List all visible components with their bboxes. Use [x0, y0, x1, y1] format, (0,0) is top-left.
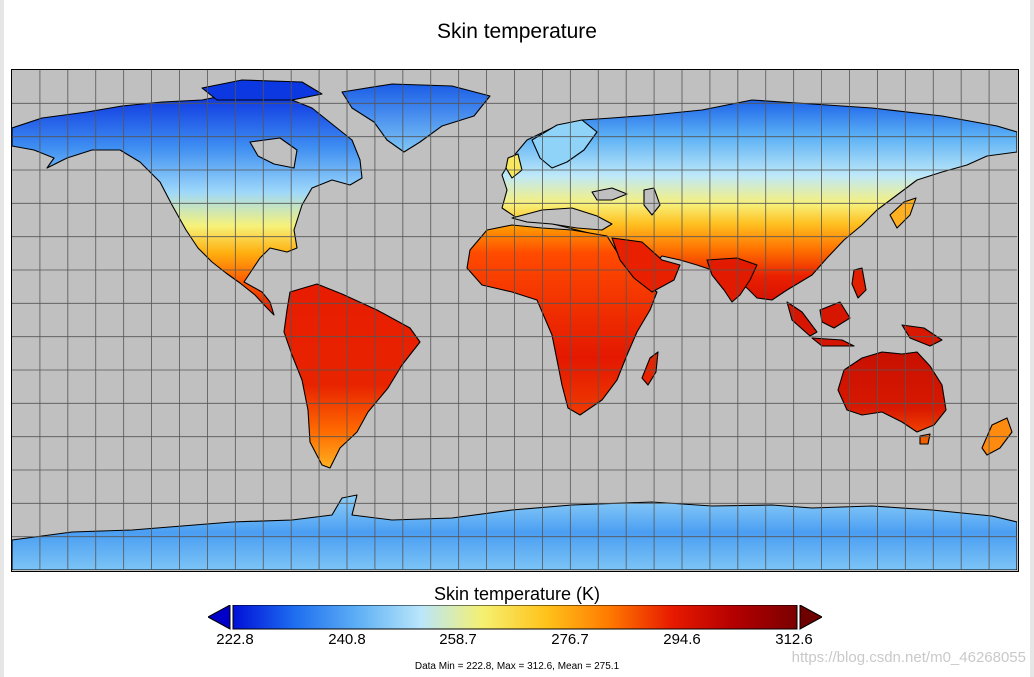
great-britain [505, 153, 523, 179]
colorbar-tick-label: 276.7 [551, 631, 589, 648]
scandinavia [531, 119, 598, 169]
arabian-peninsula [611, 237, 681, 293]
colorbar-gradient [232, 605, 798, 630]
philippines [851, 267, 867, 299]
indonesia-java [811, 337, 855, 347]
colorbar-tick-label: 258.7 [439, 631, 477, 648]
right-window-edge [1030, 0, 1034, 677]
colorbar-title: Skin temperature (K) [433, 584, 601, 604]
japan [889, 197, 917, 229]
india [706, 257, 758, 303]
mediterranean-sea [511, 207, 613, 231]
australia [837, 351, 947, 433]
new-guinea [901, 324, 943, 347]
hudson-bay [249, 137, 298, 169]
left-window-edge [0, 0, 4, 677]
map-title: Skin temperature [437, 20, 597, 43]
colorbar-tick-label: 240.8 [328, 631, 366, 648]
data-statistics: Data Min = 222.8, Max = 312.6, Mean = 27… [414, 661, 620, 672]
colorbar-tick-label: 222.8 [216, 631, 254, 648]
south-america [283, 283, 421, 469]
map-panel[interactable] [11, 69, 1019, 572]
black-sea [591, 187, 628, 201]
arctic-islands [201, 79, 323, 101]
watermark: https://blog.csdn.net/m0_46268055 [791, 649, 1026, 666]
graticule [12, 70, 1017, 570]
world-map [12, 70, 1017, 570]
colorbar-max-arrow [799, 605, 822, 630]
colorbar [208, 605, 822, 630]
colorbar-tick-label: 294.6 [663, 631, 701, 648]
colorbar-min-arrow [208, 605, 231, 630]
caspian-sea [643, 187, 661, 216]
colorbar-tick-label: 312.6 [775, 631, 813, 648]
tasmania [919, 433, 931, 445]
indonesia-sumatra [786, 301, 818, 337]
